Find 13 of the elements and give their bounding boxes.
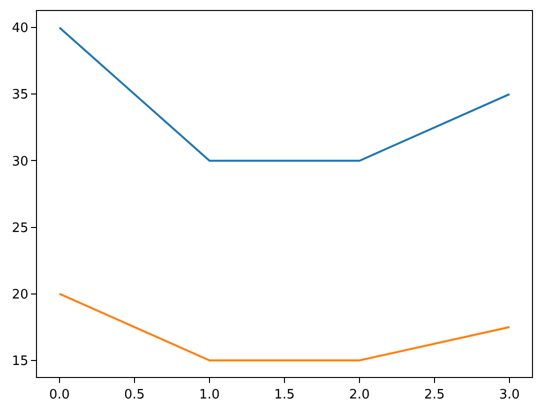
x-tick-label: 0.0 [49, 388, 70, 403]
y-tick-label: 30 [12, 154, 28, 170]
y-tick-label: 15 [12, 354, 28, 369]
x-tick-label: 0.5 [124, 388, 145, 403]
x-tick-label: 3.0 [499, 388, 520, 403]
y-tick-label: 40 [12, 21, 28, 36]
x-tick-label: 2.5 [424, 388, 445, 403]
y-tick-label: 35 [12, 88, 28, 103]
y-tick-label: 25 [12, 220, 28, 236]
x-tick-label: 1.0 [199, 388, 220, 403]
x-tick-label: 2.0 [349, 388, 370, 403]
x-tick-label: 1.5 [274, 388, 295, 403]
y-tick-label: 20 [12, 287, 28, 302]
